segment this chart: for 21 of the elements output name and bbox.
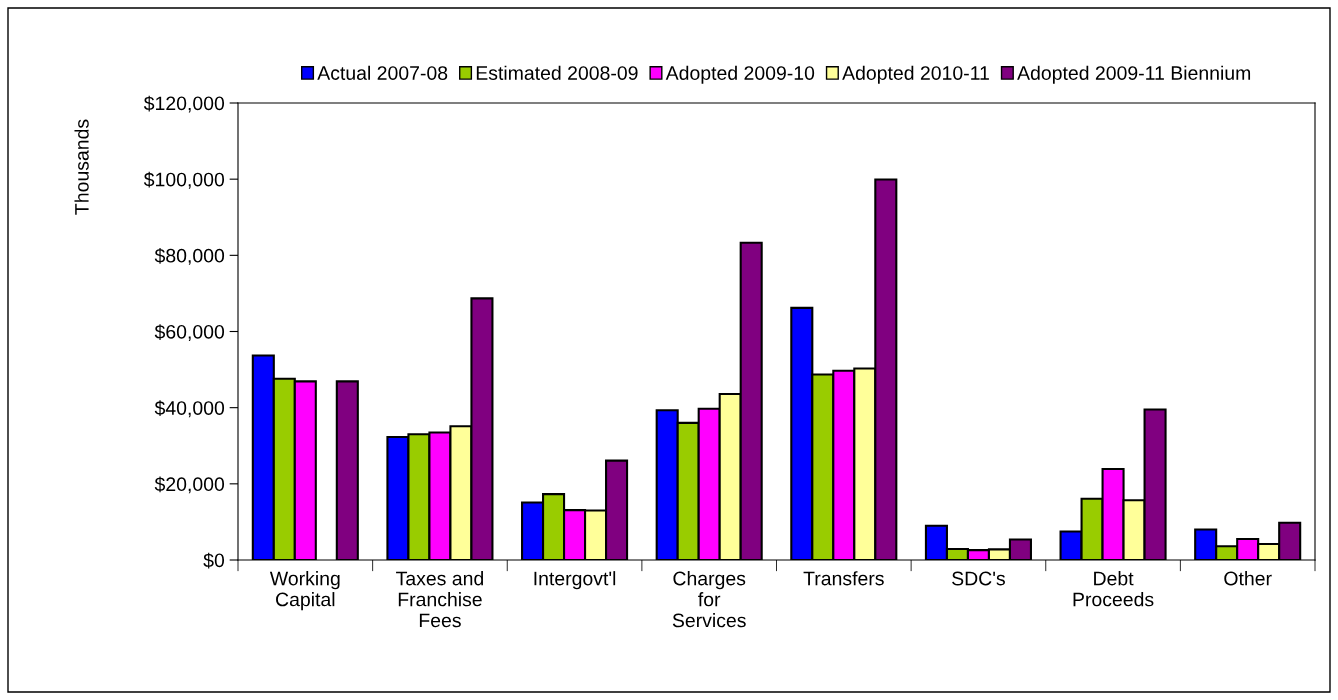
y-tick-label: $100,000 (143, 171, 225, 189)
y-tick-label: $80,000 (154, 247, 225, 265)
x-tick-label: SDC's (952, 571, 1005, 586)
legend-label: Adopted 2010-11 (842, 65, 989, 84)
legend-label: Adopted 2009-11 Biennium (1017, 65, 1251, 84)
x-tick-label: Charges for Services (672, 571, 746, 628)
x-tick-label: Debt Proceeds (1073, 571, 1154, 607)
x-tick-label: Taxes and Franchise Fees (396, 571, 483, 628)
x-tick-label: Other (1224, 571, 1272, 586)
x-tick-label: Working Capital (269, 571, 340, 611)
y-tick-label: $20,000 (154, 476, 225, 494)
legend-label: Estimated 2008-09 (476, 65, 638, 80)
y-tick-label: $0 (203, 552, 225, 569)
y-axis-title: Thousands (74, 119, 89, 215)
y-tick-label: $120,000 (143, 95, 225, 113)
x-tick-label: Intergovt'l (534, 571, 616, 590)
y-tick-label: $60,000 (154, 324, 225, 342)
y-tick-label: $40,000 (154, 400, 225, 418)
legend-label: Actual 2007-08 (317, 65, 448, 80)
x-tick-label: Transfers (803, 571, 884, 586)
legend-label: Adopted 2009-10 (665, 65, 815, 84)
